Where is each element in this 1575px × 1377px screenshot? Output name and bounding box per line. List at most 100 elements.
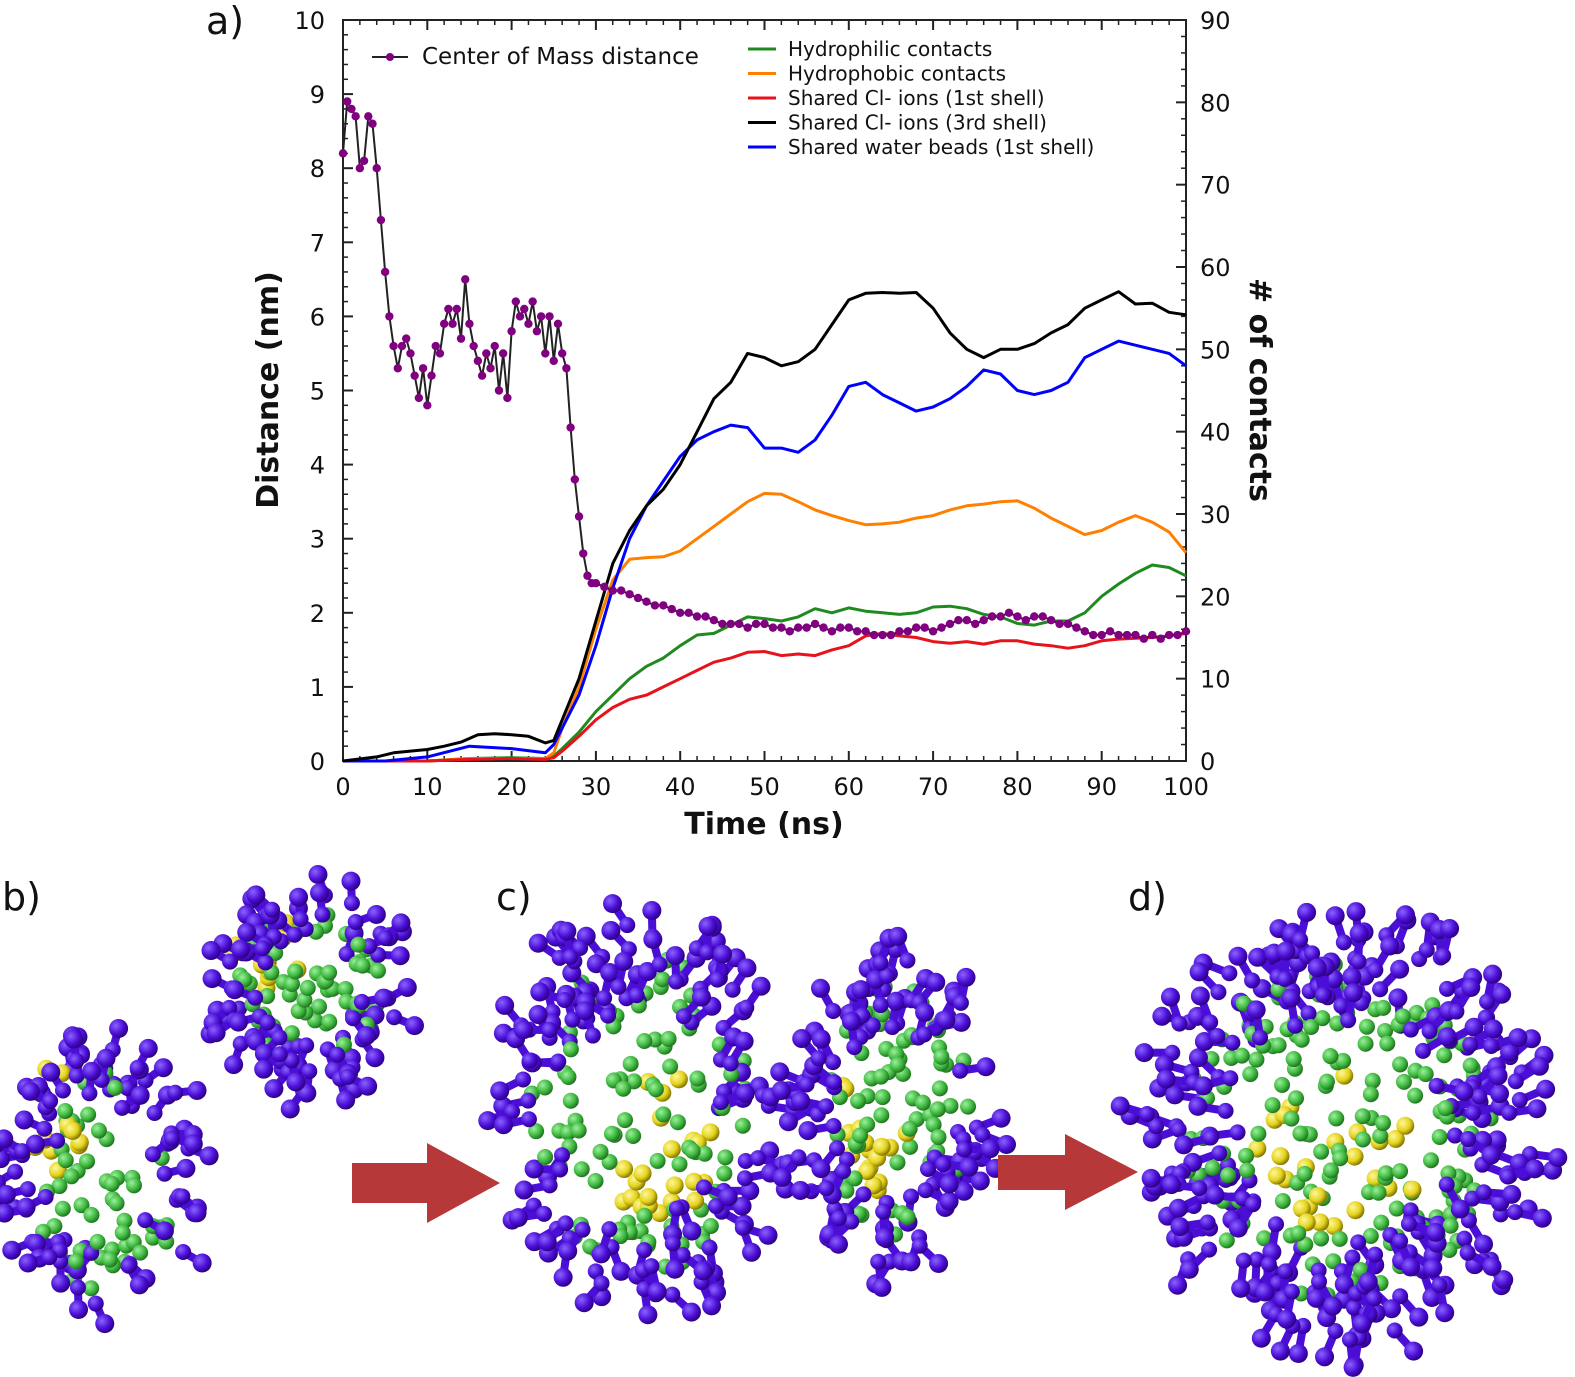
com-point bbox=[912, 623, 921, 632]
headgroup-bead bbox=[1421, 1023, 1438, 1040]
headgroup-bead bbox=[386, 1009, 403, 1026]
tail-bead bbox=[562, 1092, 579, 1109]
headgroup-bead-end bbox=[1422, 1288, 1442, 1308]
tail-bead bbox=[1354, 1108, 1371, 1125]
headgroup-bead bbox=[1300, 1005, 1317, 1022]
tail-bead bbox=[1364, 1072, 1381, 1089]
com-markers bbox=[338, 97, 1191, 643]
tail-bead bbox=[573, 1161, 590, 1178]
tail-bead bbox=[702, 1218, 719, 1235]
com-point bbox=[1122, 630, 1132, 640]
tail-bead bbox=[1220, 1167, 1237, 1184]
headgroup-bead bbox=[701, 1239, 718, 1256]
com-point bbox=[928, 627, 938, 636]
panel-a-label: a) bbox=[206, 0, 244, 43]
tail-bead bbox=[321, 1013, 338, 1030]
tail-bead bbox=[1377, 1022, 1394, 1039]
com-point bbox=[1089, 630, 1098, 640]
headgroup-bead-end bbox=[0, 1203, 14, 1223]
headgroup-bead-end bbox=[41, 1062, 61, 1082]
tail-bead bbox=[101, 1251, 118, 1268]
headgroup-bead bbox=[1310, 1262, 1327, 1279]
headgroup-bead-end bbox=[875, 1228, 895, 1248]
com-point bbox=[490, 341, 499, 351]
core-bead bbox=[633, 1164, 652, 1183]
headgroup-bead-end bbox=[691, 987, 711, 1007]
headgroup-bead-end bbox=[681, 1302, 701, 1322]
headgroup-bead-end bbox=[1500, 1042, 1520, 1062]
headgroup-bead-end bbox=[130, 1085, 150, 1105]
headgroup-bead bbox=[1402, 1202, 1419, 1219]
tail-bead bbox=[1274, 1192, 1291, 1209]
headgroup-bead-end bbox=[888, 926, 908, 946]
com-point bbox=[962, 616, 972, 625]
headgroup-bead-end bbox=[254, 1043, 274, 1063]
com-point bbox=[338, 149, 348, 158]
tail-bead bbox=[570, 1122, 587, 1139]
headgroup-bead-end bbox=[751, 976, 771, 996]
headgroup-bead-end bbox=[1323, 1296, 1343, 1316]
headgroup-bead-end bbox=[735, 1083, 755, 1103]
headgroup-bead-end bbox=[792, 1029, 812, 1049]
headgroup-bead bbox=[1283, 1283, 1300, 1300]
headgroup-bead bbox=[875, 1203, 892, 1220]
headgroup-bead bbox=[1386, 1322, 1403, 1339]
headgroup-bead-end bbox=[601, 920, 621, 940]
headgroup-bead-end bbox=[771, 1081, 791, 1101]
headgroup-bead-end bbox=[698, 916, 718, 936]
headgroup-bead-end bbox=[1492, 984, 1512, 1004]
com-point bbox=[1097, 630, 1106, 640]
core-bead bbox=[1346, 1201, 1365, 1220]
x-tick-label: 0 bbox=[335, 773, 350, 801]
com-point bbox=[642, 597, 651, 606]
headgroup-bead-end bbox=[1248, 947, 1268, 967]
headgroup-bead-end bbox=[1426, 1222, 1446, 1242]
headgroup-bead bbox=[878, 967, 895, 984]
tail-bead bbox=[79, 1153, 96, 1170]
tail-bead bbox=[669, 1114, 686, 1131]
headgroup-bead-end bbox=[956, 967, 976, 987]
com-point bbox=[1038, 612, 1047, 621]
headgroup-bead bbox=[564, 1011, 581, 1028]
headgroup-bead bbox=[87, 1295, 104, 1312]
tail-bead bbox=[625, 1127, 642, 1144]
headgroup-bead-end bbox=[553, 1267, 573, 1287]
headgroup-bead-end bbox=[397, 977, 417, 997]
tail-bead bbox=[1358, 1018, 1375, 1035]
tail-bead bbox=[1218, 1232, 1235, 1249]
headgroup-bead-end bbox=[603, 894, 623, 914]
headgroup-bead bbox=[19, 1181, 36, 1198]
legend-label: Shared water beads (1st shell) bbox=[788, 135, 1094, 159]
headgroup-bead bbox=[301, 1063, 318, 1080]
headgroup-bead-end bbox=[1189, 962, 1209, 982]
headgroup-bead-end bbox=[1388, 988, 1408, 1008]
headgroup-bead-end bbox=[758, 1225, 778, 1245]
tail-bead bbox=[83, 1206, 100, 1223]
com-point bbox=[477, 371, 487, 380]
headgroup-bead bbox=[1400, 1215, 1417, 1232]
headgroup-bead bbox=[668, 1200, 685, 1217]
headgroup-bead-end bbox=[187, 1203, 207, 1223]
headgroup-bead bbox=[708, 1198, 725, 1215]
tail-bead bbox=[662, 1058, 679, 1075]
com-point bbox=[692, 612, 702, 621]
com-point bbox=[507, 327, 516, 336]
headgroup-bead bbox=[114, 1099, 131, 1116]
tail-bead bbox=[1264, 1097, 1281, 1114]
headgroup-bead-end bbox=[20, 1081, 40, 1101]
com-point bbox=[536, 312, 546, 321]
tail-bead bbox=[1392, 1056, 1409, 1073]
com-point bbox=[1046, 616, 1056, 625]
com-point bbox=[625, 590, 634, 599]
headgroup-bead-end bbox=[1160, 987, 1180, 1007]
headgroup-bead bbox=[935, 1156, 952, 1173]
headgroup-bead bbox=[535, 1205, 552, 1222]
com-point bbox=[557, 349, 567, 358]
com-point bbox=[1055, 619, 1064, 629]
headgroup-bead bbox=[1464, 1104, 1481, 1121]
headgroup-bead-end bbox=[129, 1275, 149, 1295]
headgroup-bead bbox=[1229, 1124, 1246, 1141]
headgroup-bead bbox=[1460, 1131, 1477, 1148]
headgroup-bead bbox=[829, 1140, 846, 1157]
com-point bbox=[347, 104, 356, 114]
